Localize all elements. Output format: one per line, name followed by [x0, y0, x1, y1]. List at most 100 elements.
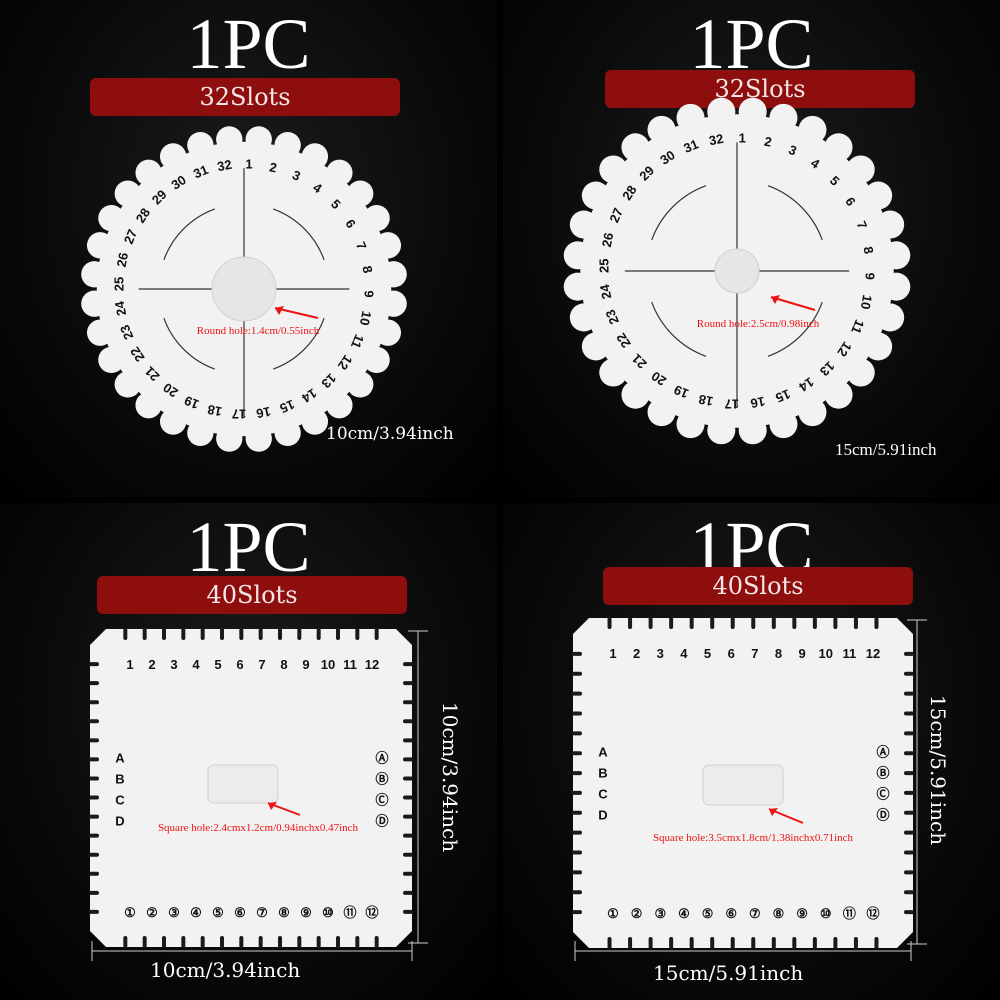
center-hole	[211, 256, 277, 322]
right-notch	[904, 751, 914, 756]
bottom-slot-number: ⑫	[365, 905, 378, 920]
slot-number: 16	[749, 394, 766, 412]
quantity-label: 1PC	[689, 4, 814, 84]
bottom-notch	[220, 936, 224, 948]
bottom-slot-number: ③	[168, 905, 180, 920]
direction-arrow	[272, 317, 325, 370]
bottom-notch	[316, 936, 321, 948]
top-notch	[648, 617, 653, 629]
direction-arrow	[767, 185, 823, 241]
left-notch	[572, 751, 582, 756]
top-slot-number: 6	[236, 657, 243, 672]
slot-number: 17	[724, 396, 738, 411]
slot-number: 8	[860, 245, 876, 255]
slot-number: 20	[160, 380, 180, 401]
bottom-slot-number: ⑪	[843, 906, 856, 921]
bottom-slot-number: ⑧	[278, 905, 290, 920]
pointer-arrowhead	[771, 295, 780, 304]
right-notch	[403, 871, 413, 876]
top-slot-number: 11	[343, 657, 357, 672]
bottom-slot-number: ⑤	[702, 906, 714, 921]
top-notch	[336, 628, 340, 640]
slot-number: 25	[597, 258, 612, 272]
right-notch	[904, 771, 914, 776]
top-notch	[751, 617, 756, 629]
right-slot-letter: Ⓓ	[876, 808, 889, 823]
left-notch	[572, 810, 582, 815]
top-notch	[833, 617, 838, 629]
top-notch	[812, 617, 817, 629]
bottom-slot-number: ⑦	[749, 906, 761, 921]
slot-number: 28	[619, 183, 640, 203]
slot-number: 25	[112, 277, 127, 291]
right-notch	[403, 833, 413, 838]
right-slot-letter: Ⓑ	[375, 772, 388, 787]
bottom-slot-number: ④	[190, 905, 202, 920]
slot-number: 20	[649, 368, 669, 389]
slot-number: 24	[597, 282, 615, 300]
right-notch	[904, 830, 914, 835]
left-slot-letter: C	[598, 787, 608, 802]
hole-size-note: Square hole:3.5cmx1.8cm/1.38inchx0.71inc…	[653, 832, 854, 844]
bottom-notch	[297, 936, 302, 948]
bottom-notch	[278, 936, 282, 948]
bottom-slot-number: ⑪	[343, 905, 356, 920]
center-hole	[702, 764, 784, 806]
left-notch	[89, 662, 99, 667]
slot-number: 15	[773, 386, 792, 405]
bottom-slot-number: ⑧	[773, 906, 785, 921]
left-slot-letter: A	[598, 745, 608, 760]
bottom-slot-number: ⑨	[300, 905, 312, 920]
right-notch	[403, 757, 413, 762]
top-notch	[689, 617, 694, 629]
top-slot-number: 2	[633, 646, 640, 661]
top-slot-number: 4	[680, 646, 688, 661]
bottom-slot-number: ⑥	[234, 905, 246, 920]
bottom-slot-number: ⑫	[866, 906, 879, 921]
top-notch	[710, 617, 715, 629]
bottom-slot-number: ⑩	[820, 906, 832, 921]
slot-number: 2	[763, 134, 773, 150]
bottom-notch	[355, 936, 360, 948]
right-notch	[904, 790, 914, 795]
slot-number: 11	[848, 318, 867, 336]
top-slot-number: 3	[657, 646, 664, 661]
left-notch	[572, 771, 582, 776]
bottom-slot-number: ⑥	[725, 906, 737, 921]
bottom-notch	[833, 937, 838, 949]
top-slot-number: 3	[170, 657, 177, 672]
slot-number: 19	[672, 382, 691, 401]
bottom-notch	[648, 937, 653, 949]
bottom-notch	[628, 937, 633, 949]
top-slot-number: 1	[609, 646, 616, 661]
right-notch	[904, 691, 914, 696]
right-notch	[403, 700, 413, 705]
bottom-notch	[771, 937, 776, 949]
right-notch	[403, 776, 413, 781]
slot-number: 9	[862, 273, 877, 280]
bottom-notch	[336, 936, 340, 948]
slot-number: 32	[216, 157, 233, 175]
right-notch	[403, 681, 413, 686]
left-notch	[572, 691, 582, 696]
right-slot-letter: Ⓓ	[375, 814, 388, 829]
left-notch	[572, 790, 582, 795]
top-notch	[792, 617, 797, 629]
right-notch	[904, 850, 914, 855]
bottom-notch	[258, 936, 263, 948]
quantity-label: 1PC	[186, 507, 311, 587]
left-notch	[572, 830, 582, 835]
bottom-slot-number: ②	[631, 906, 643, 921]
top-slot-number: 12	[866, 646, 880, 661]
slot-number: 26	[599, 231, 617, 248]
bottom-notch	[689, 937, 694, 949]
top-slot-number: 8	[775, 646, 782, 661]
slot-number: 23	[117, 323, 136, 342]
top-slot-number: 12	[365, 657, 379, 672]
top-slot-number: 7	[258, 657, 265, 672]
size-label: 10cm/3.94inch	[326, 424, 454, 444]
top-notch	[374, 628, 379, 640]
right-slot-letter: Ⓐ	[375, 751, 388, 766]
quantity-label: 1PC	[186, 4, 311, 84]
